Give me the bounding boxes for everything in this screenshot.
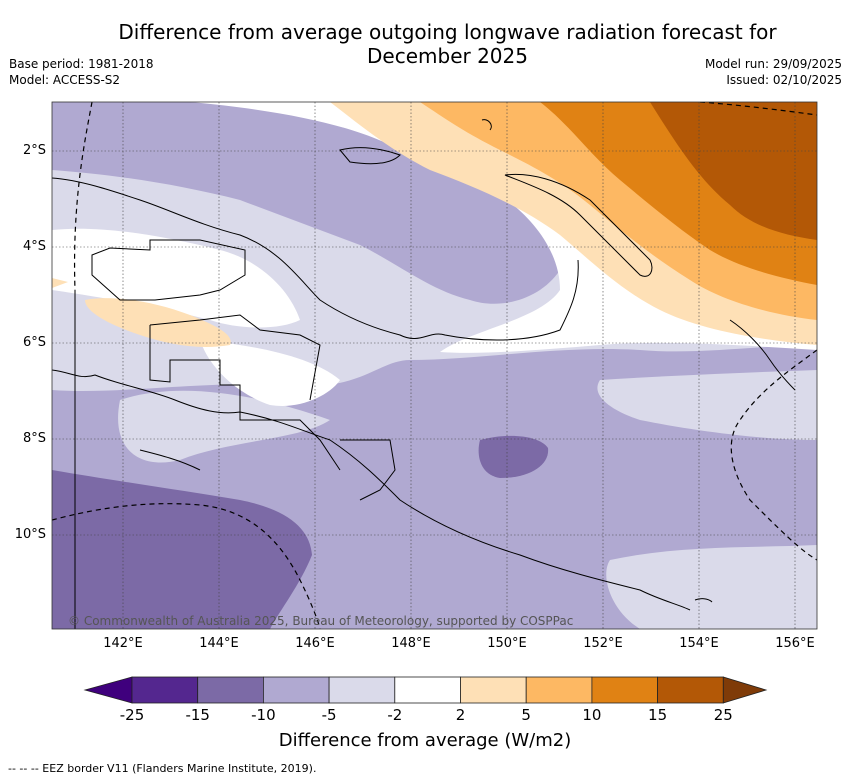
colorbar-bin-9: [657, 676, 724, 704]
colorbar-over-arrow: [722, 676, 768, 704]
admin-borders: [74, 239, 396, 629]
patch-plus-2-west: [85, 298, 231, 347]
colorbar-bin-7: [525, 676, 593, 704]
lat-tick: 4°S: [22, 239, 46, 254]
patch-neutral-south: [200, 340, 340, 406]
colorbar-label: 5: [521, 706, 531, 724]
copyright-notice: © Commonwealth of Australia 2025, Bureau…: [68, 614, 574, 628]
eez-legend-note: -- -- -- EEZ border V11 (Flanders Marine…: [8, 762, 317, 775]
eez-borders: [52, 102, 817, 629]
lon-tick: 156°E: [775, 636, 815, 651]
colorbar-bin-5: [394, 676, 461, 704]
patch-plus-2-edge: [52, 278, 68, 288]
colorbar-label: -2: [387, 706, 403, 724]
colorbar-under-arrow: [83, 676, 133, 704]
meta-left: Base period: 1981-2018 Model: ACCESS-S2: [9, 56, 154, 88]
lat-tick: 8°S: [22, 431, 46, 446]
title-line-1: Difference from average outgoing longwav…: [118, 20, 777, 44]
colorbar-label: -15: [185, 706, 210, 724]
colorbar-label: 10: [582, 706, 602, 724]
band-minus-10-north: [52, 102, 560, 304]
colorbar-label: 25: [713, 706, 733, 724]
lon-tick: 148°E: [391, 636, 431, 651]
map-frame: [51, 101, 818, 630]
meta-right: Model run: 29/09/2025 Issued: 02/10/2025: [705, 56, 842, 88]
colorbar-bin-6: [460, 676, 527, 704]
chart-title: Difference from average outgoing longwav…: [90, 20, 805, 68]
lon-tick: 142°E: [103, 636, 143, 651]
patch-minus-5-southeast: [606, 545, 817, 629]
colorbar-label: 15: [648, 706, 668, 724]
colorbar-title: Difference from average (W/m2): [278, 730, 572, 751]
model-name: Model: ACCESS-S2: [9, 73, 121, 87]
colorbar-bin-1: [131, 676, 199, 704]
colorbar-bin-4: [328, 676, 396, 704]
lon-tick: 152°E: [583, 636, 623, 651]
lon-tick: 150°E: [487, 636, 527, 651]
grid-lines: [52, 102, 817, 629]
colorbar-bin-8: [591, 676, 659, 704]
band-minus-15-southwest: [52, 470, 312, 629]
colorbar: [83, 676, 768, 704]
model-run: Model run: 29/09/2025: [704, 57, 842, 71]
colorbar-label: -5: [321, 706, 337, 724]
lon-tick: 154°E: [679, 636, 719, 651]
colorbar-label: -25: [119, 706, 145, 724]
patch-minus-15-center: [478, 435, 549, 478]
band-plus-15: [650, 102, 817, 240]
coastlines: [52, 119, 796, 611]
issued-date: Issued: 02/10/2025: [726, 73, 842, 87]
colorbar-bin-3: [262, 676, 330, 704]
lat-tick: 10°S: [14, 527, 46, 542]
patch-minus-5-east: [597, 370, 817, 440]
title-line-2: December 2025: [367, 44, 528, 68]
lon-tick: 146°E: [295, 636, 335, 651]
lat-tick: 2°S: [22, 143, 46, 158]
band-neutral-west: [52, 228, 300, 328]
patch-minus-5-south: [118, 390, 330, 463]
colorbar-label: -10: [251, 706, 276, 724]
base-period: Base period: 1981-2018: [9, 57, 154, 71]
lat-tick: 6°S: [22, 335, 46, 350]
colorbar-bin-2: [197, 676, 264, 704]
colorbar-label: 2: [455, 706, 466, 724]
lon-tick: 144°E: [199, 636, 239, 651]
